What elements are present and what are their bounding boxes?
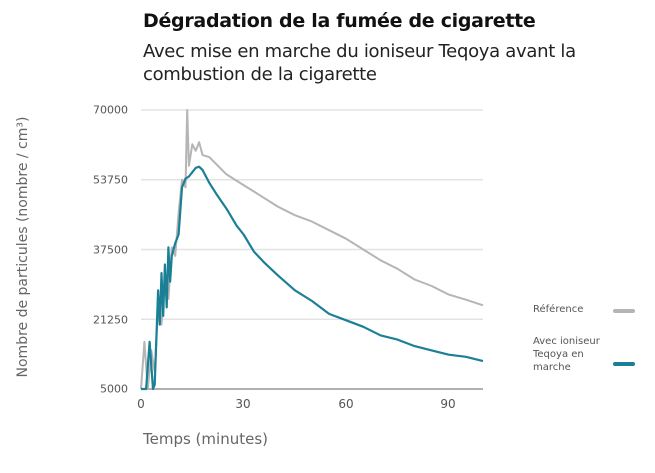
legend-label-teqoya: Avec ioniseur Teqoya en marche	[533, 336, 600, 373]
legend-swatch-teqoya	[613, 362, 635, 366]
teqoya-line	[141, 165, 484, 391]
y-tick-label: 53750	[93, 173, 128, 187]
x-tick-label: 0	[137, 397, 145, 411]
y-tick-label: 5000	[100, 382, 128, 396]
y-tick-label: 21250	[93, 313, 128, 327]
x-tick-label: 30	[235, 397, 251, 411]
x-axis-label: Temps (minutes)	[143, 430, 268, 448]
x-tick-label: 60	[338, 397, 354, 411]
gridlines	[141, 109, 483, 320]
y-tick-label: 37500	[93, 243, 128, 257]
legend-label-reference: Référence	[533, 304, 584, 315]
legend-swatch-reference	[613, 309, 635, 313]
reference-line	[140, 109, 484, 390]
chart-subtitle: Avec mise en marche du ioniseur Teqoya a…	[143, 41, 576, 85]
chart-title: Dégradation de la fumée de cigarette	[143, 10, 536, 32]
y-tick-label: 70000	[93, 103, 128, 117]
x-tick-label: 90	[440, 397, 456, 411]
